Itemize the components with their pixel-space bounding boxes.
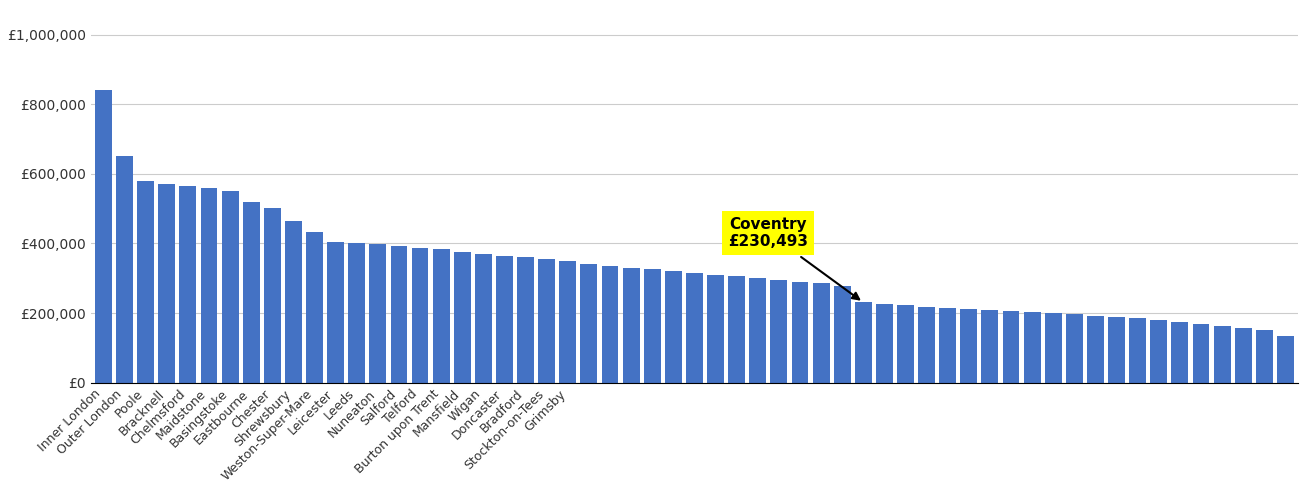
Bar bbox=[1045, 313, 1062, 383]
Bar bbox=[1278, 336, 1293, 383]
Bar bbox=[622, 268, 639, 383]
Bar bbox=[1172, 322, 1189, 383]
Bar bbox=[834, 286, 851, 383]
Bar bbox=[1002, 311, 1019, 383]
Bar bbox=[201, 189, 218, 383]
Bar bbox=[1129, 318, 1146, 383]
Bar bbox=[981, 310, 998, 383]
Bar bbox=[454, 252, 471, 383]
Bar bbox=[792, 282, 808, 383]
Bar bbox=[602, 266, 619, 383]
Bar bbox=[897, 305, 914, 383]
Bar bbox=[813, 283, 830, 383]
Bar bbox=[433, 248, 450, 383]
Bar bbox=[137, 181, 154, 383]
Bar bbox=[855, 302, 872, 383]
Bar bbox=[1150, 320, 1167, 383]
Bar bbox=[1193, 324, 1210, 383]
Bar bbox=[1087, 316, 1104, 383]
Bar bbox=[940, 308, 957, 383]
Bar bbox=[158, 184, 175, 383]
Bar bbox=[1066, 315, 1083, 383]
Bar bbox=[243, 202, 260, 383]
Bar bbox=[1023, 312, 1040, 383]
Bar bbox=[517, 257, 534, 383]
Bar bbox=[180, 186, 196, 383]
Bar bbox=[1108, 317, 1125, 383]
Bar bbox=[284, 221, 301, 383]
Bar bbox=[919, 307, 936, 383]
Bar bbox=[264, 208, 281, 383]
Bar bbox=[222, 191, 239, 383]
Bar bbox=[560, 261, 577, 383]
Bar bbox=[411, 247, 428, 383]
Bar bbox=[749, 278, 766, 383]
Bar bbox=[116, 156, 133, 383]
Bar bbox=[348, 243, 365, 383]
Bar bbox=[369, 245, 386, 383]
Bar bbox=[95, 91, 112, 383]
Bar bbox=[770, 280, 787, 383]
Bar bbox=[1235, 328, 1251, 383]
Bar bbox=[390, 246, 407, 383]
Bar bbox=[307, 232, 322, 383]
Bar bbox=[328, 242, 345, 383]
Bar bbox=[728, 276, 745, 383]
Bar bbox=[960, 309, 977, 383]
Bar bbox=[686, 273, 703, 383]
Bar bbox=[538, 259, 555, 383]
Bar bbox=[664, 270, 681, 383]
Bar bbox=[876, 304, 893, 383]
Bar bbox=[1214, 326, 1231, 383]
Bar bbox=[643, 269, 660, 383]
Bar bbox=[707, 275, 724, 383]
Bar bbox=[475, 254, 492, 383]
Bar bbox=[1255, 330, 1272, 383]
Bar bbox=[496, 256, 513, 383]
Bar bbox=[581, 264, 598, 383]
Text: Coventry
£230,493: Coventry £230,493 bbox=[728, 217, 859, 299]
